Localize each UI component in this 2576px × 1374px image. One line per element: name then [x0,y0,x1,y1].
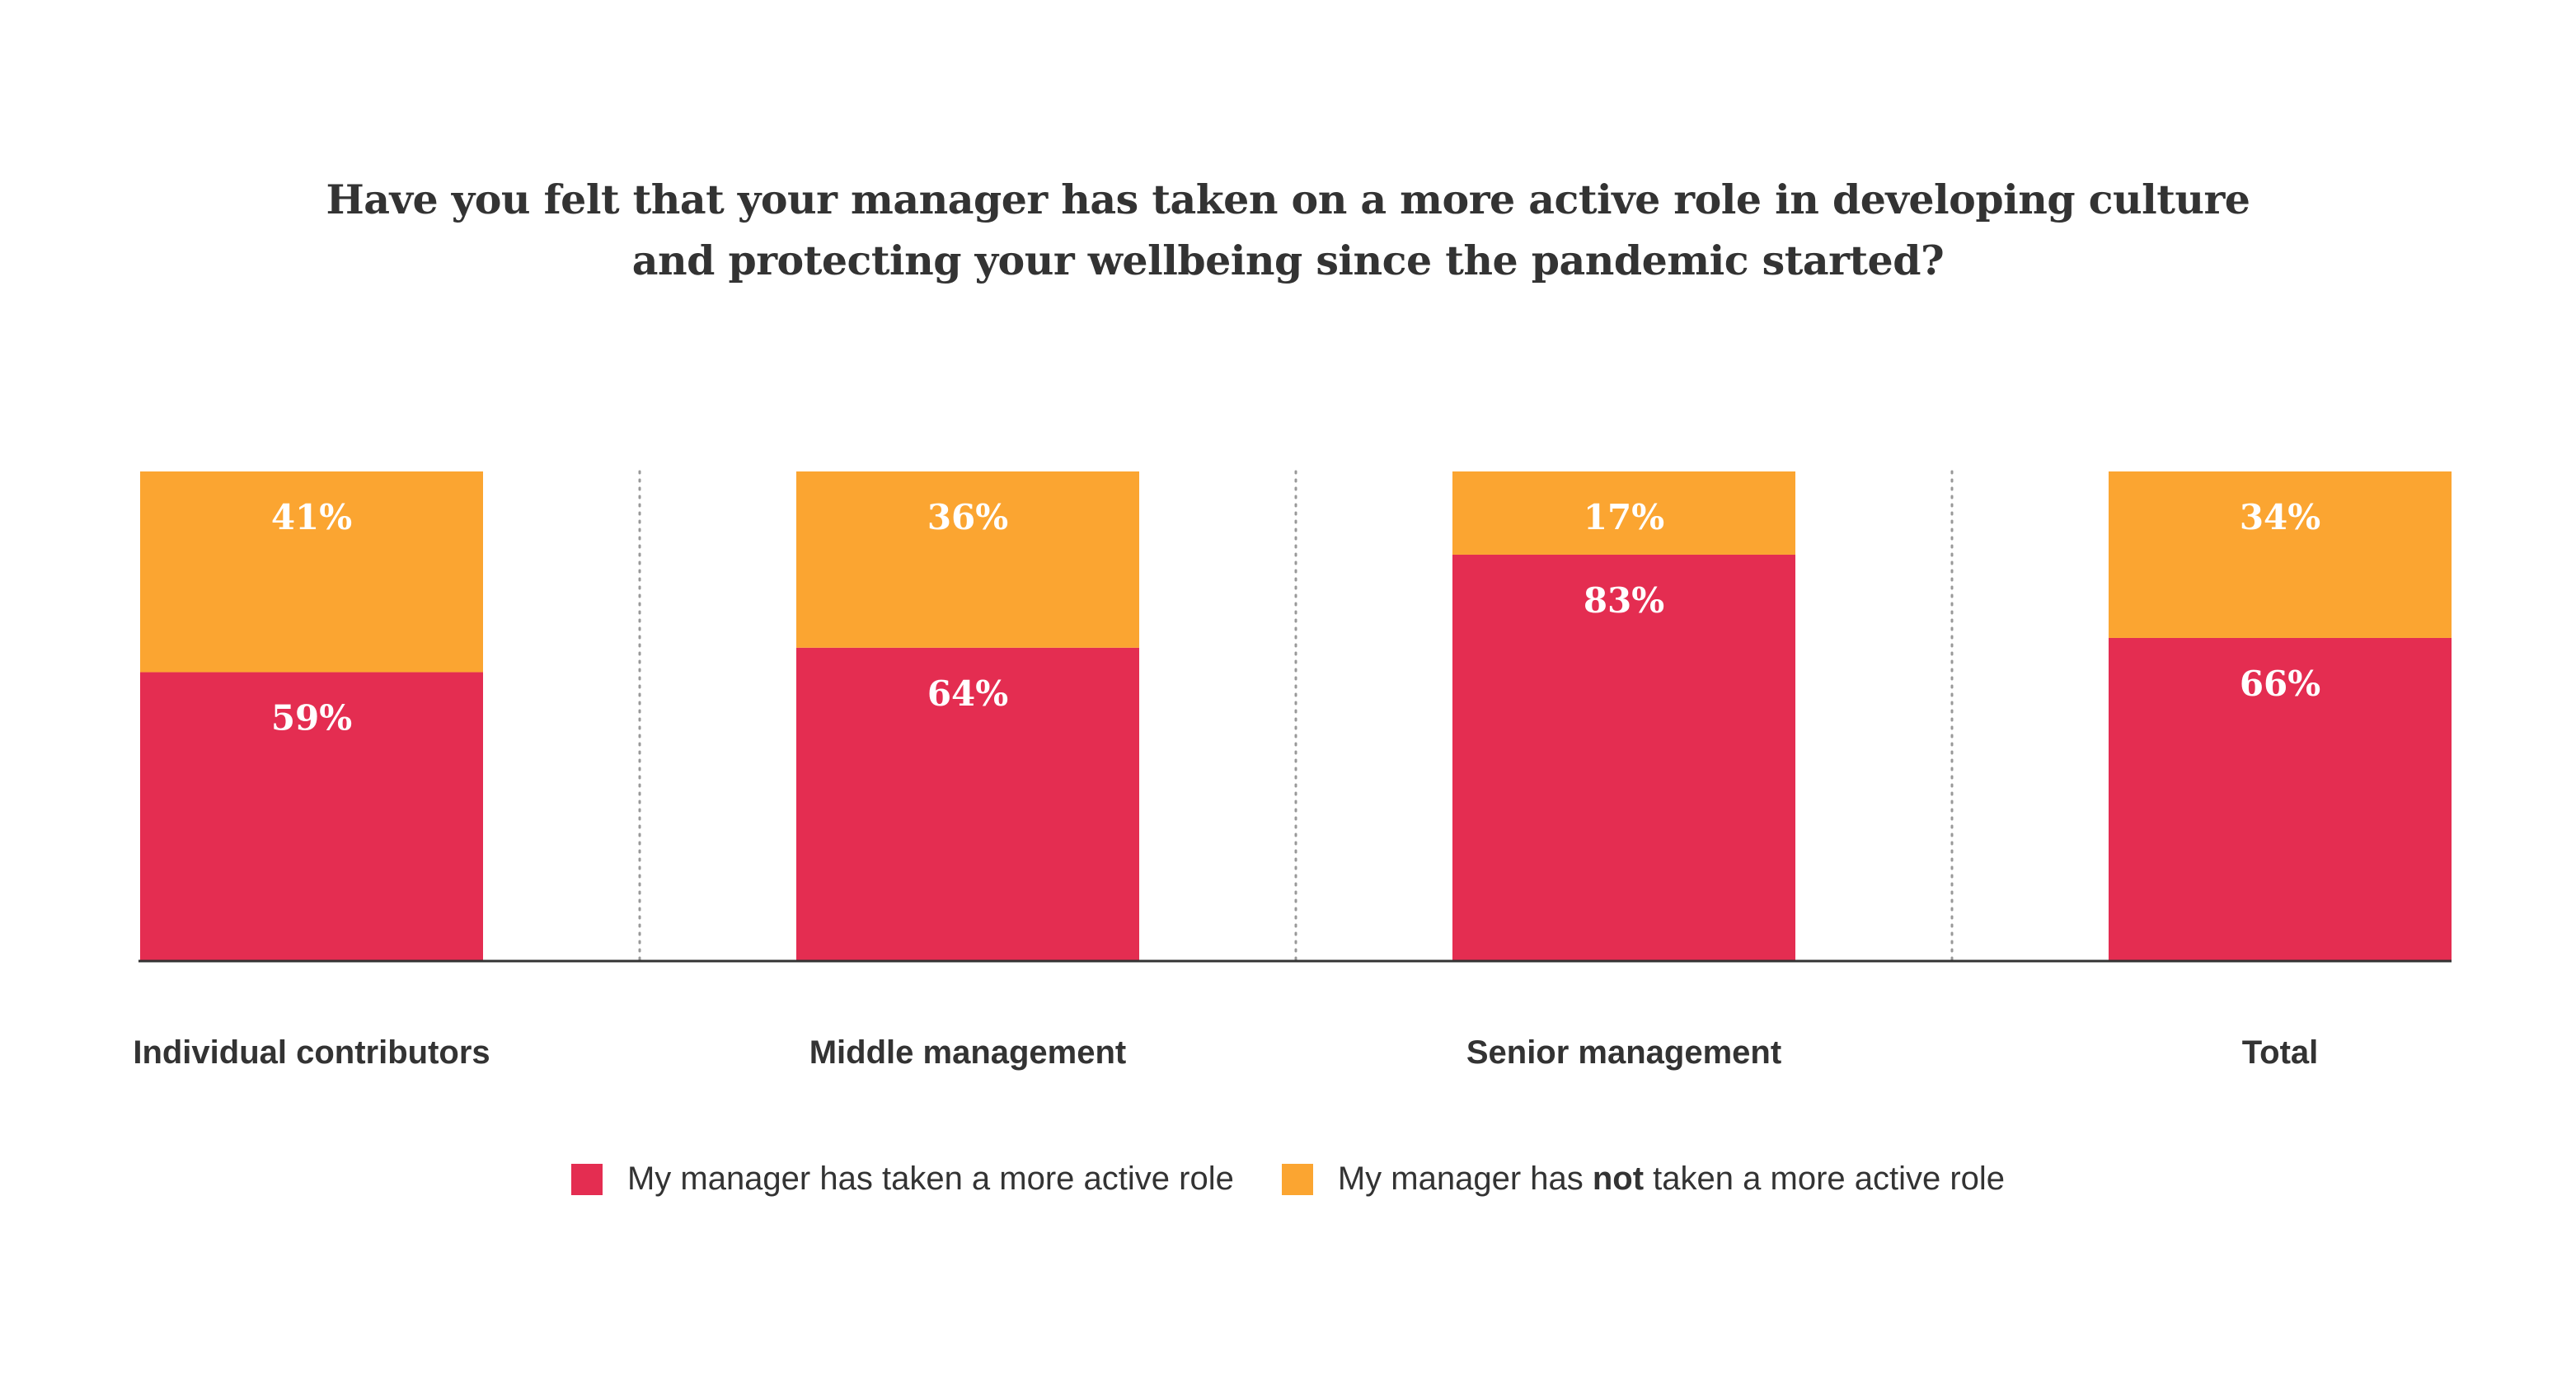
bar-segment-taken [2109,637,2452,961]
data-label-taken: 83% [1584,580,1664,621]
data-label-taken: 66% [2240,664,2320,704]
legend: My manager has taken a more active role … [0,1161,2576,1198]
chart-title-line-1: Have you felt that your manager has take… [326,176,2250,223]
bar-segment-not-taken [2109,471,2452,638]
data-label-taken: 59% [271,698,352,739]
category-label: Individual contributors [133,1034,490,1071]
legend-label-taken: My manager has taken a more active role [626,1161,1234,1197]
legend-item-not-taken: My manager has not taken a more active r… [1281,1161,2006,1198]
bar-segment-not-taken [1452,471,1795,555]
legend-swatch-taken [570,1163,603,1195]
legend-item-taken: My manager has taken a more active role [570,1161,1234,1198]
data-label-taken: 64% [927,673,1008,714]
chart-title: Have you felt that your manager has take… [0,169,2576,291]
bar-segment-taken [796,647,1139,961]
data-label-not-taken: 34% [2240,497,2320,537]
bar-segment-taken [1452,554,1795,961]
data-label-not-taken: 36% [927,497,1008,537]
bar-segment-taken [140,672,483,961]
bar-segment-not-taken [140,471,483,673]
category-label: Middle management [809,1034,1127,1071]
data-label-not-taken: 41% [271,497,352,537]
category-label: Senior management [1466,1034,1781,1071]
legend-swatch-not-taken [1281,1163,1313,1195]
data-label-not-taken: 17% [1584,497,1664,537]
chart-title-line-2: and protecting your wellbeing since the … [631,237,1945,284]
legend-label-not-taken: My manager has not taken a more active r… [1337,1161,2006,1197]
bar-segment-not-taken [796,471,1139,648]
category-label: Total [2242,1034,2319,1071]
